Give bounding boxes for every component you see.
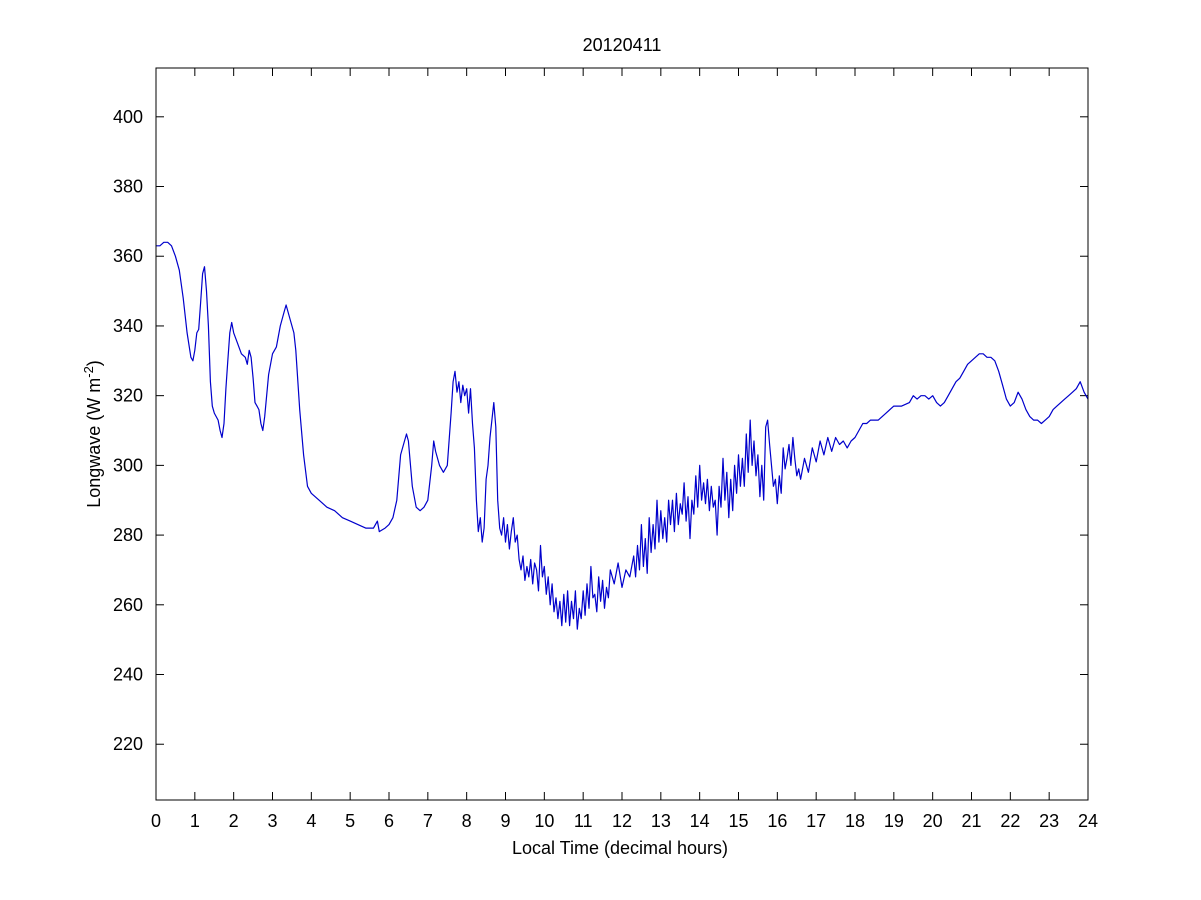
x-tick-label: 10	[534, 811, 554, 831]
x-tick-label: 16	[767, 811, 787, 831]
x-tick-label: 12	[612, 811, 632, 831]
y-axis-title: Longwave (W m-2)	[81, 360, 104, 508]
y-axis-title-close: )	[84, 360, 104, 366]
tick-labels: 0 1 2 3 4 5 6 7 8 9 10 11 12 13 14 15 16 17 18 19 20 21 22 23 24…	[113, 107, 1098, 831]
x-tick-label: 14	[690, 811, 710, 831]
tick-marks	[155, 68, 1089, 800]
x-tick-label: 23	[1039, 811, 1059, 831]
plot-frame	[155, 67, 1089, 801]
y-tick-label: 400	[113, 107, 143, 127]
x-tick-label: 19	[884, 811, 904, 831]
x-tick-label: 7	[423, 811, 433, 831]
y-tick-label: 360	[113, 246, 143, 266]
chart-title: 20120411	[583, 35, 662, 55]
x-tick-label: 9	[500, 811, 510, 831]
x-tick-label: 11	[574, 811, 593, 831]
x-tick-label: 21	[961, 811, 981, 831]
y-tick-label: 240	[113, 665, 143, 685]
plot-background	[156, 68, 1088, 800]
x-tick-label: 1	[190, 811, 200, 831]
y-tick-label: 340	[113, 316, 143, 336]
y-axis-title-main: Longwave (W m	[84, 378, 104, 508]
x-tick-label: 17	[806, 811, 826, 831]
y-tick-label: 320	[113, 386, 143, 406]
x-tick-label: 5	[345, 811, 355, 831]
x-tick-label: 24	[1078, 811, 1098, 831]
x-tick-label: 18	[845, 811, 865, 831]
x-tick-label: 22	[1000, 811, 1020, 831]
x-tick-label: 0	[151, 811, 161, 831]
y-tick-label: 280	[113, 525, 143, 545]
y-tick-label: 260	[113, 595, 143, 615]
y-axis-title-exponent: -2	[81, 366, 96, 378]
x-tick-label: 3	[267, 811, 277, 831]
series-line	[156, 241, 1089, 630]
y-tick-label: 300	[113, 455, 143, 475]
x-tick-label: 15	[728, 811, 748, 831]
x-tick-label: 13	[651, 811, 671, 831]
x-axis-title: Local Time (decimal hours)	[512, 838, 728, 858]
x-tick-label: 4	[306, 811, 316, 831]
x-tick-label: 6	[384, 811, 394, 831]
x-tick-label: 8	[462, 811, 472, 831]
x-tick-label: 20	[923, 811, 943, 831]
y-tick-label: 380	[113, 177, 143, 197]
x-tick-label: 2	[229, 811, 239, 831]
y-tick-label: 220	[113, 734, 143, 754]
